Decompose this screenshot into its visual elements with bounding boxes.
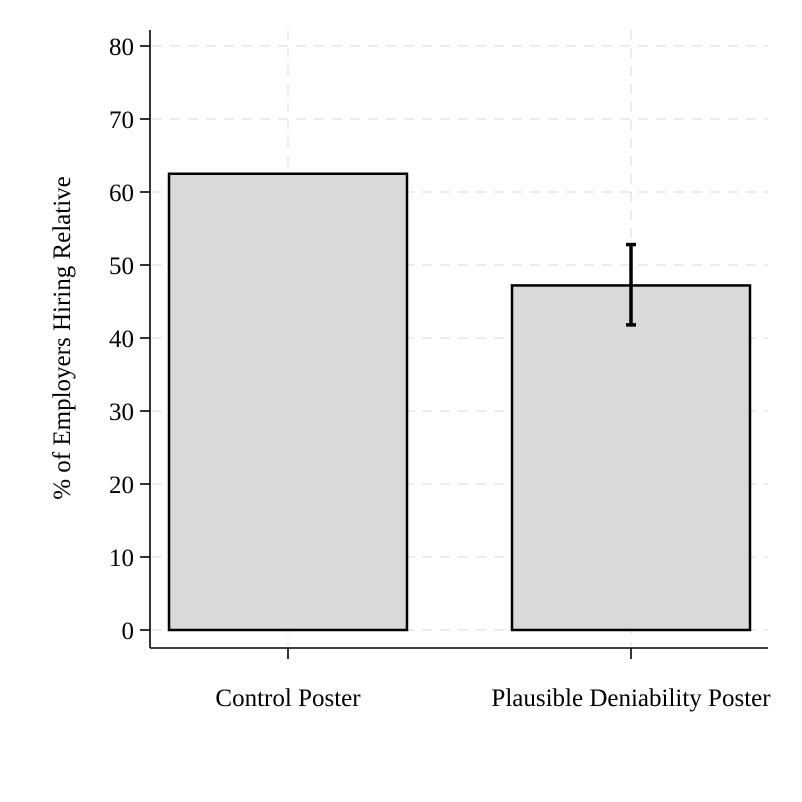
y-tick-label: 50 — [109, 253, 134, 280]
ticks-layer: 0 10 20 30 40 50 60 70 80 Control Poster Plausible… — [109, 34, 771, 712]
bar-control-poster — [167, 172, 409, 632]
y-tick-label: 0 — [122, 618, 135, 645]
y-tick-label: 70 — [109, 107, 134, 134]
y-tick-label: 40 — [109, 326, 134, 353]
axes-layer — [149, 30, 768, 649]
y-tick-label: 30 — [109, 399, 134, 426]
x-tick-label: Plausible Deniability Poster — [491, 685, 771, 712]
y-tick-label: 80 — [109, 34, 134, 61]
y-axis-label: % of Employers Hiring Relative — [49, 176, 76, 500]
bars-layer — [167, 172, 752, 632]
x-tick-label: Control Poster — [215, 685, 361, 712]
y-tick-label: 60 — [109, 180, 134, 207]
y-tick-label: 10 — [109, 545, 134, 572]
bar-plausible-deniability-poster — [510, 284, 752, 632]
y-tick-label: 20 — [109, 472, 134, 499]
